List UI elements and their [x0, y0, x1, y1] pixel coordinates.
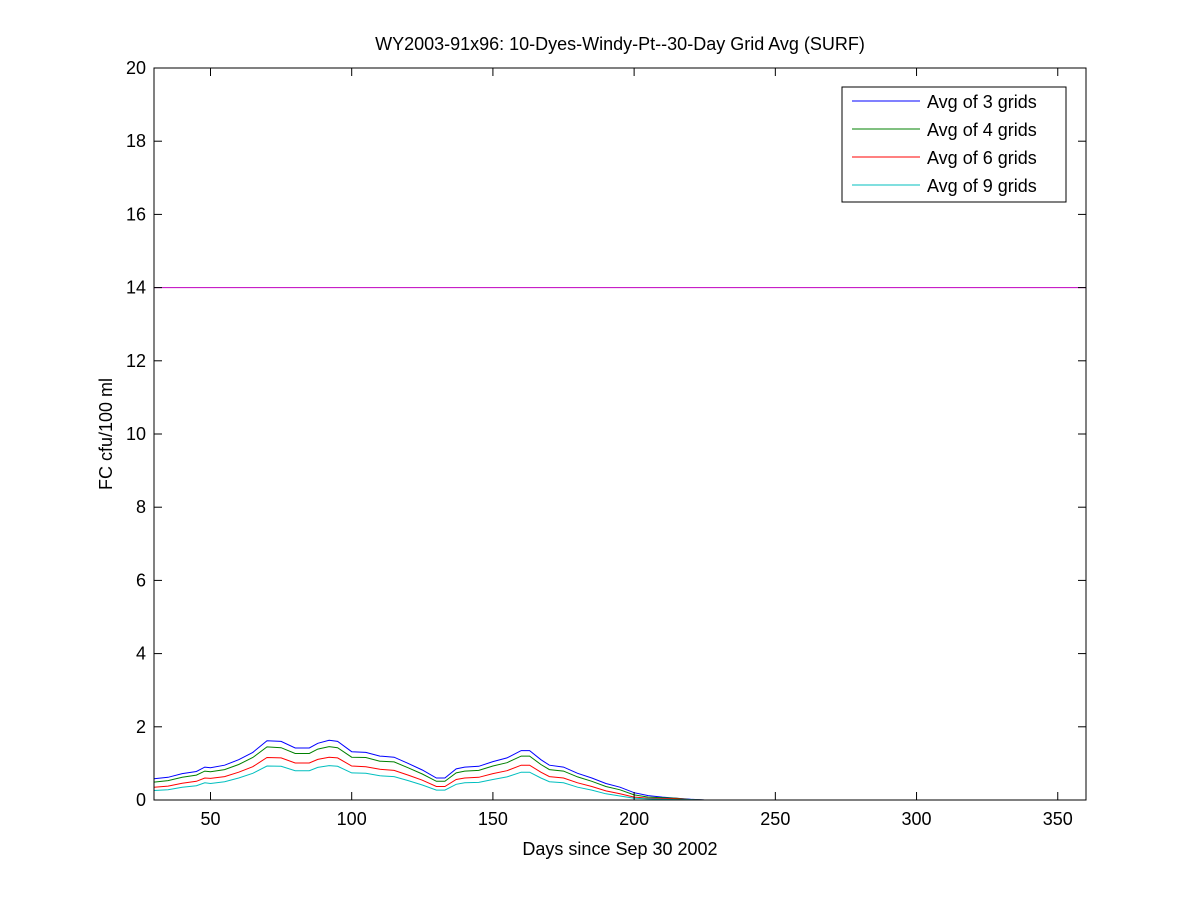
- y-tick-label: 10: [126, 424, 146, 444]
- x-tick-label: 200: [619, 809, 649, 829]
- y-tick-label: 6: [136, 570, 146, 590]
- legend-label: Avg of 6 grids: [927, 148, 1037, 168]
- y-tick-label: 8: [136, 497, 146, 517]
- y-tick-label: 0: [136, 790, 146, 810]
- y-axis-label: FC cfu/100 ml: [96, 378, 116, 490]
- legend-label: Avg of 3 grids: [927, 92, 1037, 112]
- y-tick-label: 12: [126, 351, 146, 371]
- y-tick-label: 16: [126, 204, 146, 224]
- legend: Avg of 3 grids Avg of 4 grids Avg of 6 gri…: [841, 86, 1067, 203]
- y-tick-label: 4: [136, 644, 146, 664]
- x-tick-label: 300: [902, 809, 932, 829]
- legend-label: Avg of 9 grids: [927, 176, 1037, 196]
- y-tick-label: 20: [126, 58, 146, 78]
- legend-box: [841, 86, 1067, 203]
- x-tick-label: 100: [337, 809, 367, 829]
- x-tick-label: 350: [1043, 809, 1073, 829]
- legend-label: Avg of 4 grids: [927, 120, 1037, 140]
- series-line-1: [153, 739, 719, 801]
- series-line-2: [153, 746, 719, 801]
- series-line-4: [153, 765, 719, 801]
- chart-title: WY2003-91x96: 10-Dyes-Windy-Pt--30-Day G…: [375, 34, 865, 54]
- y-tick-label: 14: [126, 278, 146, 298]
- x-tick-label: 150: [478, 809, 508, 829]
- x-axis-label: Days since Sep 30 2002: [522, 839, 717, 859]
- series-line-3: [153, 756, 719, 801]
- y-tick-label: 2: [136, 717, 146, 737]
- y-tick-label: 18: [126, 131, 146, 151]
- x-tick-label: 250: [760, 809, 790, 829]
- x-tick-label: 50: [200, 809, 220, 829]
